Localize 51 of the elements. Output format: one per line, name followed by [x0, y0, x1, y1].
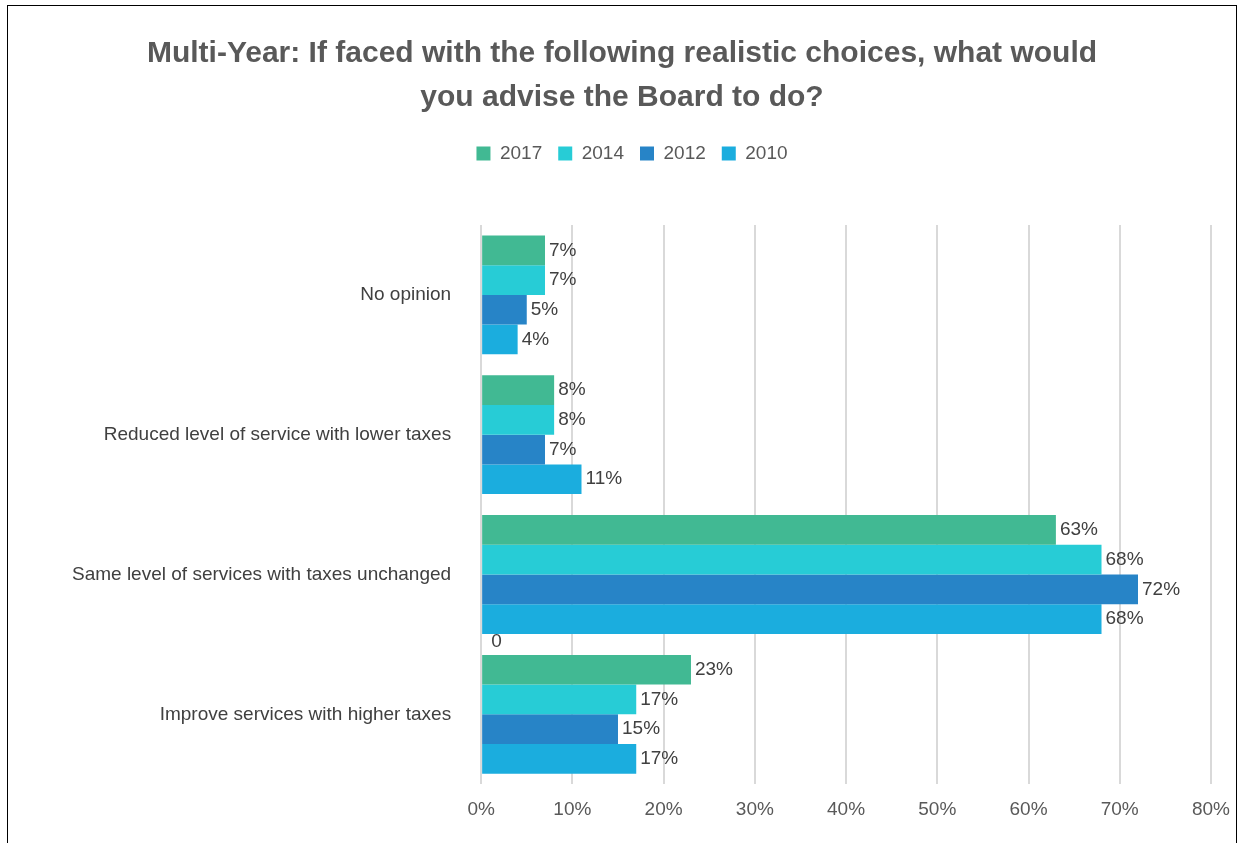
- bar: [482, 544, 1102, 575]
- y-tick-label: Reduced level of service with lower taxes: [103, 422, 452, 444]
- bar: [482, 434, 546, 465]
- bar: [482, 404, 555, 435]
- bar: [482, 654, 691, 685]
- y-tick-label: Same level of services with taxes unchanged: [71, 562, 452, 584]
- data-label: 8%: [558, 378, 586, 400]
- legend-label: 2010: [745, 141, 788, 163]
- data-label: 7%: [549, 268, 577, 290]
- x-tick-label: 60%: [1009, 797, 1048, 819]
- x-tick-label: 80%: [1191, 797, 1231, 819]
- data-label: 68%: [1105, 547, 1144, 569]
- bar: [482, 294, 527, 325]
- bar: [482, 684, 637, 715]
- bar: [482, 375, 555, 405]
- annotation: 0: [491, 629, 502, 651]
- data-label: 68%: [1105, 607, 1144, 629]
- bar: [482, 515, 1056, 545]
- bar: [482, 235, 546, 266]
- legend-label: 2012: [663, 141, 706, 163]
- x-tick-label: 20%: [644, 797, 683, 819]
- x-tick-label: 10%: [553, 797, 592, 819]
- bar: [482, 604, 1102, 634]
- data-label: 11%: [585, 467, 623, 489]
- x-tick-label: 70%: [1100, 797, 1139, 819]
- y-tick-label: No opinion: [360, 283, 452, 305]
- data-label: 8%: [558, 408, 586, 430]
- bar: [482, 714, 618, 745]
- data-label: 7%: [549, 238, 577, 260]
- legend-label: 2014: [581, 141, 625, 163]
- data-label: 5%: [530, 297, 559, 319]
- legend-label: 2017: [499, 141, 543, 163]
- y-tick-label: Improve services with higher taxes: [159, 702, 452, 724]
- data-label: 4%: [521, 327, 550, 349]
- bar: [482, 324, 518, 355]
- x-tick-label: 40%: [827, 797, 866, 819]
- bar: [482, 464, 582, 495]
- data-label: 7%: [549, 437, 577, 459]
- data-label: 63%: [1059, 518, 1099, 540]
- bar: [482, 744, 637, 774]
- data-label: 17%: [640, 747, 679, 769]
- data-label: 72%: [1142, 577, 1181, 599]
- x-tick-label: 30%: [735, 797, 774, 819]
- x-tick-label: 0%: [467, 797, 495, 819]
- data-label: 23%: [694, 657, 734, 679]
- x-tick-label: 50%: [918, 797, 957, 819]
- data-label: 17%: [640, 687, 679, 709]
- chart-title: Multi-Year: If faced with the following realistic choices, what would you advise the Board to do?: [145, 34, 1099, 114]
- bar: [482, 574, 1138, 605]
- bar: [482, 265, 546, 295]
- data-label: 15%: [621, 717, 661, 739]
